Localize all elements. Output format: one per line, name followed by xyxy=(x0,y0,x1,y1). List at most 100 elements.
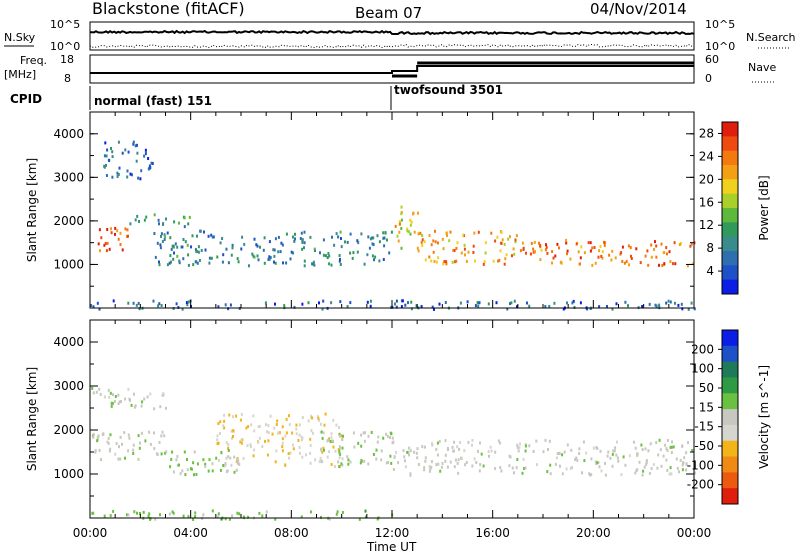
data-cell xyxy=(329,439,332,443)
data-cell xyxy=(673,241,676,245)
data-cell xyxy=(319,251,321,255)
data-cell xyxy=(330,432,333,436)
data-cell xyxy=(367,434,370,438)
data-cell xyxy=(217,422,220,425)
data-cell xyxy=(298,433,301,437)
data-cell xyxy=(178,221,180,225)
data-cell xyxy=(471,464,474,468)
data-cell xyxy=(124,227,127,231)
data-cell xyxy=(346,240,349,244)
data-cell xyxy=(136,511,138,515)
nave-trace xyxy=(392,61,694,78)
data-cell xyxy=(465,259,468,263)
data-cell xyxy=(509,302,511,306)
data-cell xyxy=(92,435,95,439)
data-cell xyxy=(99,249,101,253)
data-cell xyxy=(471,443,473,447)
data-cell xyxy=(479,463,482,467)
data-cell xyxy=(676,466,679,470)
data-cell xyxy=(114,226,117,230)
data-cell xyxy=(366,253,369,257)
data-cell xyxy=(105,249,108,253)
data-cell xyxy=(417,249,420,253)
data-cell xyxy=(428,469,431,473)
data-cell xyxy=(281,449,284,453)
data-cell xyxy=(397,239,400,243)
data-cell xyxy=(257,425,260,429)
data-cell xyxy=(224,462,227,465)
colorbar-segment xyxy=(722,377,738,394)
data-cell xyxy=(267,257,270,261)
data-cell xyxy=(98,448,101,452)
data-cell xyxy=(250,445,252,449)
data-cell xyxy=(374,255,377,259)
data-cell xyxy=(509,235,511,239)
data-cell xyxy=(397,461,400,465)
data-cell xyxy=(338,450,341,454)
data-cell xyxy=(109,447,112,451)
data-cell xyxy=(195,473,198,476)
data-cell xyxy=(614,256,617,260)
data-cell xyxy=(325,254,327,258)
data-cell xyxy=(331,439,334,443)
data-cell xyxy=(253,448,256,452)
data-cell xyxy=(643,465,646,469)
data-cell xyxy=(410,220,413,224)
data-cell xyxy=(566,443,569,447)
data-cell xyxy=(565,467,568,471)
data-cell xyxy=(160,434,163,438)
data-cell xyxy=(433,307,435,311)
data-cell xyxy=(264,439,266,443)
data-cell xyxy=(106,241,109,245)
data-cell xyxy=(193,450,196,454)
data-cell xyxy=(364,515,367,519)
data-cell xyxy=(415,451,418,455)
data-cell xyxy=(256,244,259,248)
data-cell xyxy=(544,305,547,308)
data-cell xyxy=(284,463,287,467)
data-cell xyxy=(271,432,274,436)
data-cell xyxy=(339,263,342,266)
colorbar-segment xyxy=(722,409,738,426)
data-cell xyxy=(92,305,95,309)
data-cell xyxy=(349,301,352,305)
data-cell xyxy=(338,465,341,469)
data-cell xyxy=(524,466,527,470)
colorbar-segment xyxy=(722,330,738,347)
data-cell xyxy=(236,458,239,461)
data-cell xyxy=(311,431,314,435)
data-cell xyxy=(328,262,331,266)
data-cell xyxy=(511,466,514,470)
data-cell xyxy=(363,439,366,443)
data-cell xyxy=(511,254,513,258)
data-cell xyxy=(235,414,238,418)
x-tick-label: 08:00 xyxy=(274,526,309,540)
data-cell xyxy=(437,453,439,457)
data-cell xyxy=(231,436,233,440)
data-cell xyxy=(119,400,122,403)
data-cell xyxy=(408,453,410,457)
data-cell xyxy=(285,232,288,236)
data-cell xyxy=(539,243,542,247)
data-cell xyxy=(519,442,521,446)
data-cell xyxy=(197,250,200,254)
data-cell xyxy=(106,228,109,231)
data-cell xyxy=(634,471,637,475)
data-cell xyxy=(221,237,224,240)
data-cell xyxy=(178,259,181,263)
data-cell xyxy=(136,214,139,218)
data-cell xyxy=(223,419,226,423)
data-cell xyxy=(592,446,595,450)
data-cell xyxy=(229,303,232,307)
data-cell xyxy=(691,449,694,452)
data-cell xyxy=(628,263,630,267)
data-cell xyxy=(536,463,538,467)
data-cell xyxy=(139,441,141,445)
noise-sky-trace xyxy=(90,29,695,36)
data-cell xyxy=(636,452,639,456)
data-cell xyxy=(117,457,120,461)
data-cell xyxy=(196,261,199,265)
data-cell xyxy=(207,234,210,238)
data-cell xyxy=(285,261,288,265)
colorbar-tick-label: -15 xyxy=(694,420,714,434)
